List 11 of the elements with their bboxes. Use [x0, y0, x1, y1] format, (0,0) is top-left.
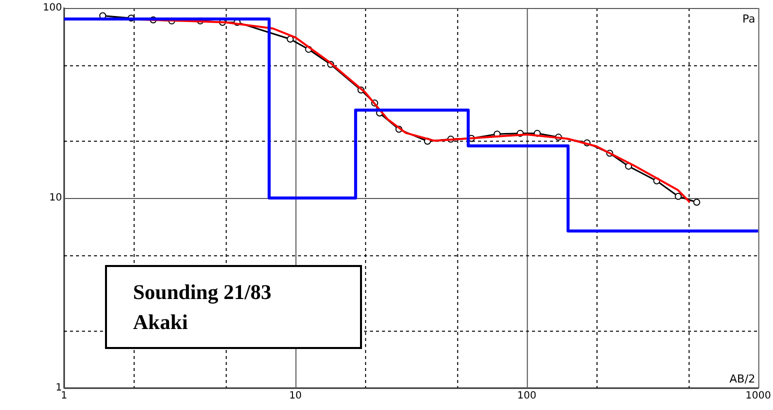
- annotation: Sounding 21/83: [133, 279, 272, 306]
- y-tick-label: 100: [42, 2, 62, 14]
- x-axis-title: AB/2: [729, 372, 756, 386]
- x-tick-label: 100: [517, 390, 536, 402]
- x-tick-label: 1000: [746, 390, 771, 402]
- y-tick-label: 1: [56, 382, 62, 394]
- y-axis-title: Pa: [742, 12, 756, 26]
- x-tick-label: 10: [289, 390, 302, 402]
- label-box: Sounding 21/83 Akaki: [105, 265, 362, 349]
- y-tick-label: 10: [49, 192, 62, 204]
- annotation: Akaki: [133, 309, 189, 336]
